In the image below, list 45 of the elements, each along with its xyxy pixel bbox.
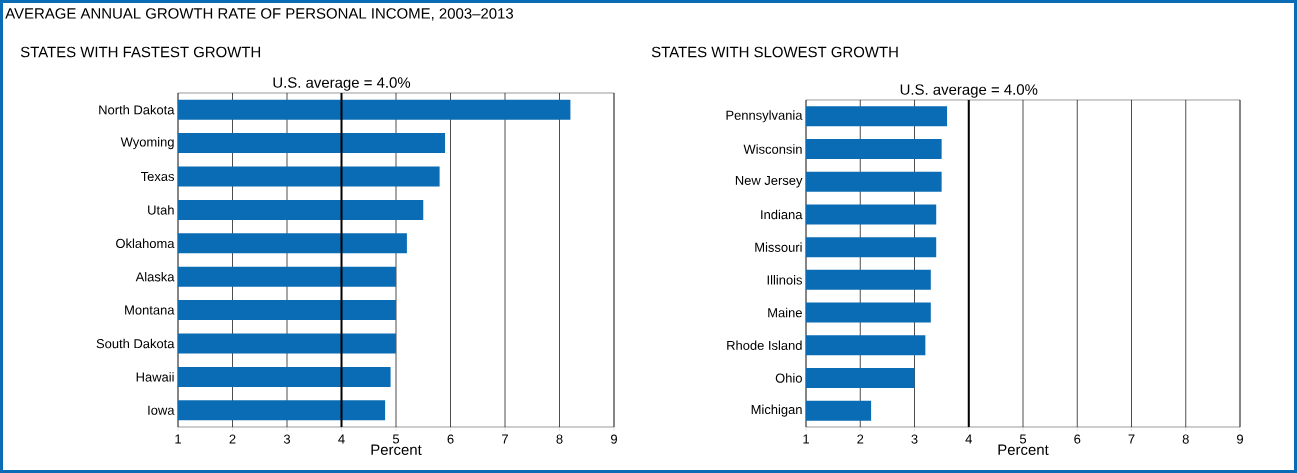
y-tick-label: Indiana [761, 209, 803, 220]
ref-line-label: U.S. average = 4.0% [900, 84, 1038, 98]
y-tick-label: Oklahoma [116, 238, 175, 249]
x-tick-label: 2 [229, 434, 236, 444]
ref-line-label: U.S. average = 4.0% [273, 77, 411, 91]
y-tick-label: South Dakota [96, 338, 175, 349]
y-tick-label: New Jersey [735, 175, 803, 188]
chart-subtitle: STATES WITH SLOWEST GROWTH [651, 46, 898, 58]
y-tick-label: North Dakota [99, 104, 175, 115]
x-tick-label: 5 [392, 434, 400, 444]
x-tick-label: 8 [556, 434, 563, 444]
y-tick-label: Rhode Island [727, 340, 802, 350]
chart-subtitle: STATES WITH FASTEST GROWTH [20, 46, 261, 58]
x-tick-label: 1 [803, 434, 809, 444]
y-tick-label: Iowa [148, 405, 175, 415]
x-axis-title: Percent [371, 444, 422, 455]
y-tick-label: Ohio [775, 373, 802, 383]
x-tick-label: 7 [502, 434, 508, 444]
x-tick-label: 3 [911, 434, 918, 444]
y-tick-label: Alaska [135, 271, 175, 282]
x-tick-label: 1 [175, 434, 181, 444]
y-tick-label: Utah [148, 205, 174, 215]
y-tick-label: Pennsylvania [726, 110, 803, 123]
x-tick-label: 7 [1128, 434, 1135, 444]
y-tick-label: Montana [125, 305, 175, 315]
x-axis-title: Percent [998, 444, 1049, 455]
y-tick-label: Texas [140, 171, 175, 182]
y-tick-label: Illinois [767, 275, 803, 285]
y-tick-label: Missouri [755, 242, 802, 252]
y-tick-label: Wisconsin [743, 144, 802, 154]
x-tick-label: 5 [1019, 434, 1027, 444]
chart-title: AVERAGE ANNUAL GROWTH RATE OF PERSONAL INCOME, 2003–2013 [5, 8, 514, 21]
y-tick-label: Maine [768, 307, 802, 318]
x-tick-label: 6 [447, 434, 454, 444]
x-tick-label: 9 [611, 434, 617, 444]
x-tick-label: 4 [338, 434, 345, 444]
y-tick-label: Wyoming [120, 137, 174, 150]
x-tick-label: 8 [1182, 434, 1189, 444]
x-tick-label: 3 [283, 434, 291, 444]
x-tick-label: 2 [857, 434, 864, 444]
x-tick-label: 9 [1237, 434, 1243, 444]
y-tick-label: Michigan [751, 404, 802, 417]
y-tick-label: Hawaii [136, 372, 174, 382]
x-tick-label: 6 [1074, 434, 1081, 444]
x-tick-label: 4 [965, 434, 972, 444]
